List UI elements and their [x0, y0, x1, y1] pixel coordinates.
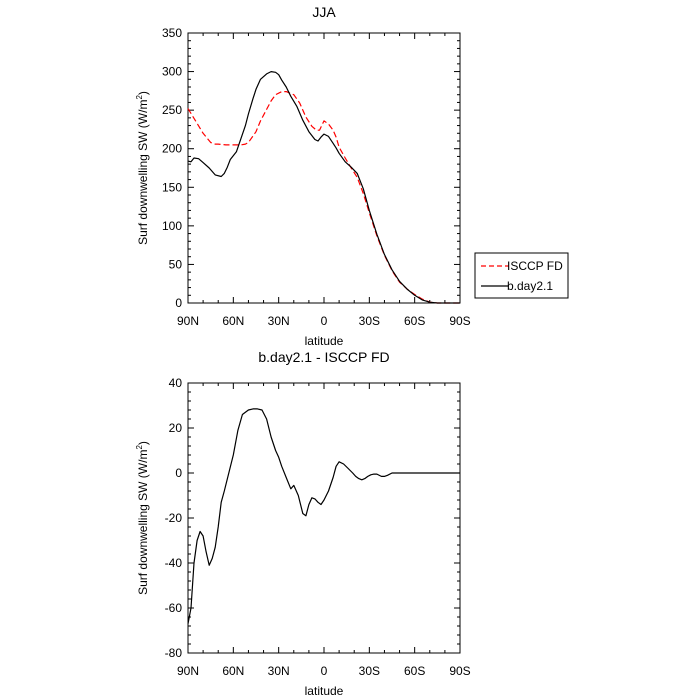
- bottom-y-tick-label: -20: [165, 511, 183, 525]
- bottom-x-tick-label: 30S: [359, 664, 380, 678]
- top-y-axis-title: Surf downwelling SW (W/m2): [135, 91, 150, 245]
- legend-label-isccp: ISCCP FD: [507, 259, 563, 273]
- top-y-tick-label: 200: [162, 142, 182, 156]
- bottom-y-tick-label: 40: [169, 376, 183, 390]
- top-x-axis-title: latitude: [305, 334, 344, 348]
- legend-label-model: b.day2.1: [507, 279, 553, 293]
- bottom-y-tick-label: 20: [169, 421, 183, 435]
- bottom-y-tick-label: -40: [165, 556, 183, 570]
- bottom-x-tick-label: 30N: [268, 664, 290, 678]
- bottom-x-tick-label: 90N: [177, 664, 199, 678]
- top-y-tick-label: 0: [175, 296, 182, 310]
- bottom-x-tick-label: 90S: [449, 664, 470, 678]
- bottom-y-axis-title: Surf downwelling SW (W/m2): [135, 441, 150, 595]
- top-series-lines: [187, 70, 460, 304]
- top-chart-title: JJA: [312, 4, 336, 20]
- top-x-tick-label: 90N: [177, 314, 199, 328]
- bottom-y-tick-label: 0: [175, 466, 182, 480]
- top-x-tick-label: 90S: [449, 314, 470, 328]
- top-x-tick-label: 60S: [404, 314, 425, 328]
- legend-box: [474, 252, 569, 299]
- top-y-tick-label: 100: [162, 219, 182, 233]
- climatology-panel: JJA 0 50 100 150 200 250 300 350 90N 60N 30N 0 30S 6…: [135, 4, 569, 348]
- top-x-tick-label: 30N: [268, 314, 290, 328]
- top-y-tick-label: 250: [162, 103, 182, 117]
- top-x-tick-label: 0: [321, 314, 328, 328]
- top-y-axis-ticks: 0 50 100 150 200 250 300 350: [162, 26, 460, 310]
- top-y-tick-label: 300: [162, 65, 182, 79]
- top-x-tick-label: 60N: [222, 314, 244, 328]
- bottom-series-lines: [187, 408, 460, 624]
- bottom-plot-frame: [187, 382, 461, 654]
- top-series-isccp-fd: [187, 90, 460, 304]
- top-y-tick-label: 350: [162, 26, 182, 40]
- difference-panel: b.day2.1 - ISCCP FD -80 -60 -40 -20 0 20 40 90…: [135, 349, 471, 698]
- top-plot-frame: [187, 32, 461, 304]
- bottom-y-tick-label: -80: [165, 646, 183, 660]
- bottom-series-b-day2-1-isccp-fd: [187, 408, 460, 624]
- bottom-x-tick-label: 60S: [404, 664, 425, 678]
- top-series-b-day2-1: [187, 70, 460, 304]
- bottom-x-tick-label: 60N: [222, 664, 244, 678]
- top-x-axis-ticks: 90N 60N 30N 0 30S 60S 90S: [177, 33, 471, 328]
- bottom-x-axis-title: latitude: [305, 684, 344, 698]
- bottom-chart-title: b.day2.1 - ISCCP FD: [258, 349, 389, 365]
- bottom-x-axis-ticks: 90N 60N 30N 0 30S 60S 90S: [177, 383, 471, 678]
- bottom-y-axis-ticks: -80 -60 -40 -20 0 20 40: [165, 376, 460, 660]
- bottom-x-tick-label: 0: [321, 664, 328, 678]
- top-x-tick-label: 30S: [359, 314, 380, 328]
- top-y-tick-label: 50: [169, 257, 183, 271]
- legend: ISCCP FD b.day2.1: [474, 252, 569, 299]
- bottom-y-tick-label: -60: [165, 601, 183, 615]
- top-y-tick-label: 150: [162, 180, 182, 194]
